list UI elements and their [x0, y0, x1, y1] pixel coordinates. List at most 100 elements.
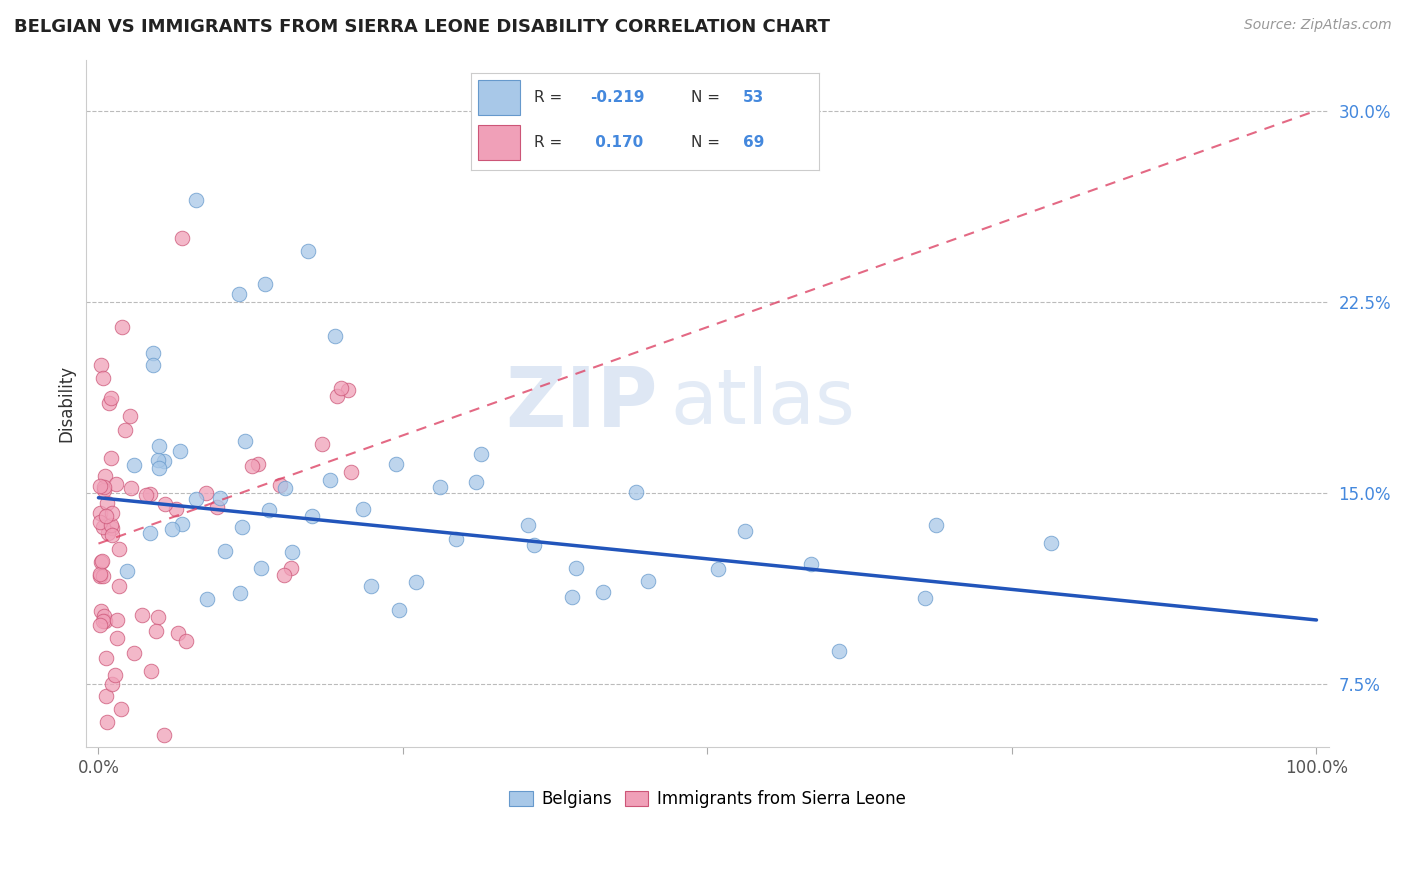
Point — [360, 579, 382, 593]
Point — [319, 473, 342, 487]
Point — [172, 516, 194, 531]
Point — [337, 383, 360, 397]
Point — [142, 345, 165, 359]
Point — [148, 461, 170, 475]
Point — [115, 564, 138, 578]
Point — [155, 497, 177, 511]
Point — [94, 508, 117, 523]
Point — [91, 519, 114, 533]
Point — [93, 608, 115, 623]
Y-axis label: Disability: Disability — [58, 365, 75, 442]
Point — [101, 506, 124, 520]
Point — [195, 591, 218, 606]
Point — [167, 626, 190, 640]
Point — [1039, 536, 1062, 550]
Point — [139, 664, 162, 678]
Point — [120, 481, 142, 495]
Point — [89, 479, 111, 493]
Point — [148, 453, 170, 467]
Point — [108, 579, 131, 593]
Point — [90, 604, 112, 618]
Point — [111, 320, 134, 334]
Point — [184, 492, 207, 507]
Point — [517, 517, 540, 532]
Point — [97, 396, 120, 410]
Point — [323, 329, 346, 343]
Point — [100, 450, 122, 465]
Point — [94, 690, 117, 704]
Point — [160, 522, 183, 536]
Point — [561, 590, 583, 604]
Point — [105, 614, 128, 628]
Point — [91, 371, 114, 385]
Point — [100, 521, 122, 535]
Point — [352, 501, 374, 516]
Point — [273, 567, 295, 582]
Point — [104, 476, 127, 491]
Point — [257, 503, 280, 517]
Point — [209, 491, 232, 505]
Point — [131, 608, 153, 623]
Point — [184, 193, 207, 207]
Point — [274, 481, 297, 495]
Point — [429, 480, 451, 494]
Point — [707, 562, 730, 576]
Point — [165, 502, 187, 516]
Point — [89, 566, 111, 581]
Point — [523, 538, 546, 552]
Point — [89, 569, 111, 583]
Point — [214, 544, 236, 558]
Point — [405, 575, 427, 590]
Point — [142, 358, 165, 372]
Text: Source: ZipAtlas.com: Source: ZipAtlas.com — [1244, 18, 1392, 32]
Legend: Belgians, Immigrants from Sierra Leone: Belgians, Immigrants from Sierra Leone — [503, 783, 912, 814]
Text: BELGIAN VS IMMIGRANTS FROM SIERRA LEONE DISABILITY CORRELATION CHART: BELGIAN VS IMMIGRANTS FROM SIERRA LEONE … — [14, 18, 830, 36]
Point — [93, 480, 115, 494]
Point — [169, 443, 191, 458]
Point — [592, 584, 614, 599]
Point — [105, 631, 128, 645]
Point — [94, 651, 117, 665]
Point — [233, 434, 256, 448]
Point — [465, 475, 488, 490]
Point — [325, 389, 347, 403]
Point — [100, 391, 122, 405]
Point — [254, 277, 277, 291]
Point — [637, 574, 659, 589]
Point — [96, 714, 118, 729]
Point — [250, 561, 273, 575]
Point — [800, 557, 823, 571]
Point — [565, 560, 588, 574]
Point — [170, 231, 193, 245]
Point — [114, 423, 136, 437]
Point — [280, 561, 302, 575]
Point — [152, 728, 174, 742]
Point — [100, 527, 122, 541]
Point — [122, 458, 145, 472]
Point — [734, 524, 756, 539]
Point — [134, 488, 156, 502]
Point — [247, 458, 270, 472]
Point — [90, 555, 112, 569]
Point — [118, 409, 141, 424]
Point — [340, 466, 363, 480]
Point — [93, 614, 115, 628]
Point — [444, 533, 467, 547]
Point — [385, 457, 408, 471]
Point — [153, 454, 176, 468]
Point — [91, 554, 114, 568]
Point — [174, 634, 197, 648]
Point — [97, 525, 120, 540]
Point — [330, 380, 353, 394]
Point — [280, 544, 302, 558]
Point — [269, 478, 291, 492]
Point — [89, 618, 111, 632]
Point — [925, 517, 948, 532]
Point — [108, 541, 131, 556]
Point — [101, 676, 124, 690]
Point — [231, 520, 253, 534]
Point — [139, 525, 162, 540]
Point — [148, 438, 170, 452]
Point — [104, 667, 127, 681]
Point — [624, 484, 647, 499]
